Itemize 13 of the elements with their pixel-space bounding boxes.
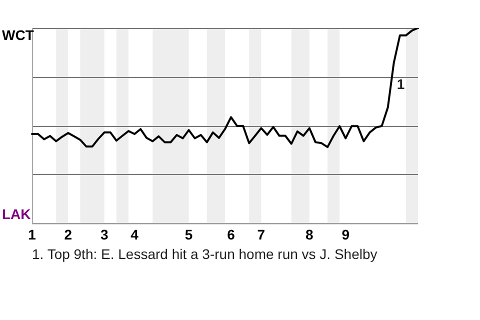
text: LAK <box>2 206 31 222</box>
text: 1. Top 9th: E. Lessard hit a 3-run home run vs J. Shelby <box>32 246 378 262</box>
x-tick-label: 6 <box>227 226 236 242</box>
x-tick-label: 4 <box>130 226 139 242</box>
annotation: WCT <box>2 26 34 43</box>
x-tick-label: 3 <box>100 226 108 242</box>
x-tick-label: 5 <box>184 226 193 242</box>
x-tick-label: 8 <box>306 226 314 242</box>
annotation: 1 <box>396 76 405 92</box>
x-tick-label: 1 <box>28 226 36 242</box>
x-tick-label: 9 <box>342 226 350 242</box>
x-tick-label: 7 <box>257 226 266 242</box>
x-tick-label: 2 <box>64 226 72 242</box>
